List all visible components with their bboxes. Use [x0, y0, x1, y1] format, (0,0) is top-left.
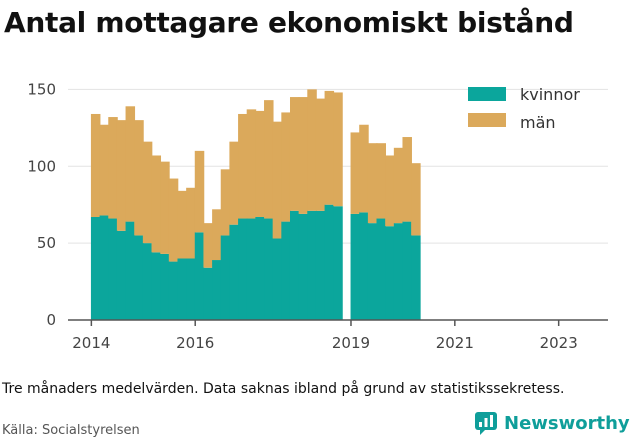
bar-kvinnor: [307, 210, 317, 320]
newsworthy-logo[interactable]: Newsworthy: [474, 410, 630, 436]
chart: 0 50 100 150 2014 2016 2019 2021 2023 kvinnor mä…: [27, 80, 608, 352]
bar-man: [324, 90, 335, 205]
bar-man: [255, 110, 265, 217]
bar-kvinnor: [402, 221, 412, 320]
bar-kvinnor: [125, 221, 136, 320]
legend-label-kvinnor: kvinnor: [520, 85, 580, 104]
bar-kvinnor: [289, 210, 300, 320]
bar-man: [238, 113, 248, 219]
bar-man: [212, 209, 222, 261]
bar-man: [177, 190, 187, 259]
bar-man: [393, 147, 404, 224]
legend-swatch-kvinnor: [468, 87, 506, 101]
bar-kvinnor: [272, 238, 283, 320]
x-tick-label: 2014: [72, 334, 110, 352]
y-tick-label: 0: [46, 311, 56, 329]
bar-man: [350, 132, 361, 214]
y-tick-label: 100: [27, 157, 56, 175]
bar-kvinnor: [116, 230, 127, 320]
y-tick-label: 50: [37, 234, 56, 252]
x-tick-label: 2019: [332, 334, 370, 352]
bar-man: [142, 141, 153, 244]
bar-kvinnor: [298, 213, 309, 320]
x-tick-label: 2016: [176, 334, 214, 352]
bar-kvinnor: [385, 226, 395, 320]
bar-kvinnor: [168, 261, 179, 320]
y-tick-label: 150: [27, 80, 56, 98]
legend-label-man: män: [520, 113, 556, 132]
bar-kvinnor: [212, 260, 222, 320]
x-tick-label: 2021: [436, 334, 474, 352]
bar-man: [186, 187, 196, 259]
bar-kvinnor: [90, 216, 101, 320]
bar-kvinnor: [229, 224, 239, 320]
bar-man: [134, 120, 144, 236]
bar-kvinnor: [160, 253, 170, 320]
bar-man: [203, 223, 213, 268]
bar-kvinnor: [350, 213, 361, 320]
bar-kvinnor: [367, 223, 378, 320]
bar-man: [246, 109, 257, 219]
bar-man: [160, 161, 170, 254]
bar-kvinnor: [238, 218, 248, 320]
bar-kvinnor: [315, 210, 326, 320]
bar-kvinnor: [376, 218, 387, 320]
bar-man: [116, 120, 127, 231]
bar-man: [194, 150, 205, 233]
bar-man: [229, 141, 239, 225]
bars: [90, 89, 421, 320]
bar-man: [264, 100, 274, 219]
bar-man: [151, 155, 162, 253]
chart-title: Antal mottagare ekonomiskt bistånd: [4, 6, 574, 39]
bar-man: [168, 178, 179, 262]
bar-man: [333, 92, 343, 207]
bar-man: [272, 121, 283, 239]
bar-kvinnor: [264, 218, 274, 320]
bar-kvinnor: [203, 267, 213, 320]
bar-man: [220, 169, 231, 236]
bar-man: [125, 106, 136, 222]
bar-man: [402, 137, 412, 222]
chart-note: Tre månaders medelvärden. Data saknas ib…: [2, 381, 565, 397]
bar-kvinnor: [255, 216, 265, 320]
bar-man: [307, 89, 317, 211]
x-tick-label: 2023: [540, 334, 578, 352]
bar-man: [281, 112, 291, 222]
bar-kvinnor: [220, 235, 231, 320]
bar-man: [315, 98, 326, 211]
newsworthy-logo-icon: [475, 412, 497, 435]
bar-kvinnor: [333, 206, 343, 320]
bar-kvinnor: [246, 218, 257, 320]
bar-man: [411, 163, 421, 236]
legend: kvinnor män: [468, 85, 580, 132]
bar-kvinnor: [324, 204, 335, 320]
bar-kvinnor: [393, 223, 404, 320]
bar-kvinnor: [134, 235, 144, 320]
bar-kvinnor: [151, 252, 162, 320]
axes: 0 50 100 150 2014 2016 2019 2021 2023: [27, 80, 608, 352]
bar-kvinnor: [177, 258, 187, 320]
newsworthy-logo-text: Newsworthy: [504, 412, 630, 434]
bar-man: [289, 97, 300, 211]
bar-kvinnor: [411, 235, 421, 320]
bar-man: [376, 143, 387, 219]
bar-man: [385, 155, 395, 227]
bar-man: [90, 113, 101, 217]
bar-kvinnor: [186, 258, 196, 320]
bar-man: [108, 117, 118, 219]
source-credit: Källa: Socialstyrelsen: [2, 423, 140, 438]
bar-man: [367, 143, 378, 224]
bar-kvinnor: [281, 221, 291, 320]
bar-kvinnor: [142, 243, 153, 320]
bar-kvinnor: [359, 212, 369, 320]
bar-kvinnor: [194, 232, 205, 320]
legend-swatch-man: [468, 113, 506, 127]
bar-man: [298, 97, 309, 214]
bar-kvinnor: [99, 215, 110, 320]
bar-man: [359, 124, 369, 213]
bar-kvinnor: [108, 218, 118, 320]
bar-man: [99, 124, 110, 216]
